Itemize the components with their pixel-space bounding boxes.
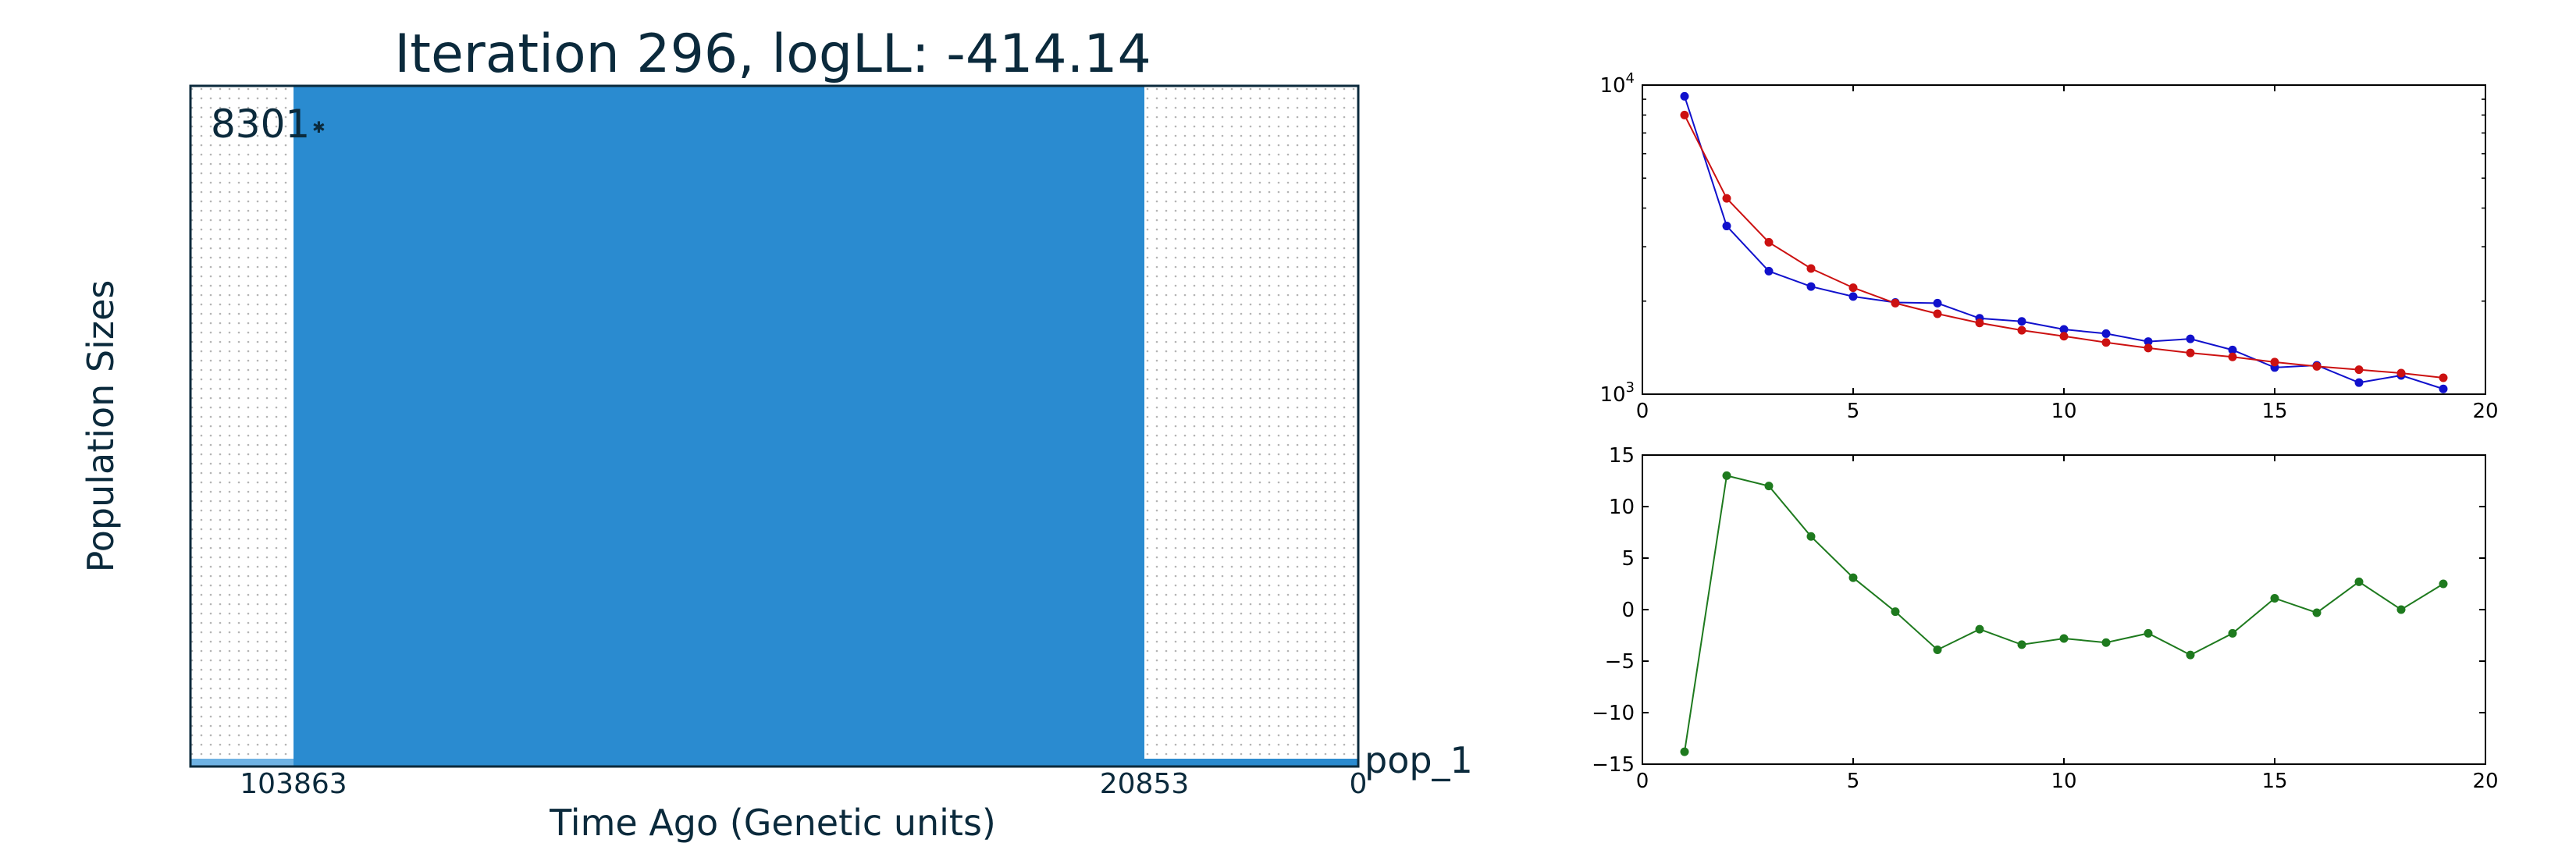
data-point bbox=[1975, 624, 1984, 634]
time-tick-label: 0 bbox=[1350, 768, 1368, 800]
data-point bbox=[2186, 334, 2195, 343]
data-point bbox=[1848, 283, 1858, 293]
data-point bbox=[2270, 593, 2279, 603]
data-point bbox=[1722, 471, 1731, 480]
data-point bbox=[2144, 337, 2153, 347]
data-point bbox=[2101, 638, 2111, 647]
y-tick-label: −5 bbox=[1605, 650, 1635, 674]
data-point bbox=[2312, 608, 2322, 617]
population-panel: Iteration 296, logLL: -414.14 8301 ✱ Pop… bbox=[80, 23, 1473, 843]
data-point bbox=[2059, 325, 2069, 334]
data-point bbox=[1975, 318, 1984, 328]
data-point bbox=[1891, 607, 1900, 617]
time-tick-label: 103863 bbox=[240, 768, 347, 800]
data-point bbox=[2396, 605, 2406, 614]
bottom-strip-left bbox=[190, 759, 294, 767]
y-axis-label: Population Sizes bbox=[80, 280, 122, 573]
y-tick-label: 5 bbox=[1621, 547, 1635, 571]
data-point bbox=[2439, 384, 2448, 393]
y-tick-label: 10 bbox=[1609, 496, 1635, 519]
x-tick-label: 0 bbox=[1636, 770, 1649, 793]
pop-label: pop_1 bbox=[1364, 739, 1473, 781]
bottom-strip-right bbox=[1144, 759, 1358, 767]
data-point bbox=[2439, 579, 2448, 589]
chart-frame bbox=[1642, 454, 2486, 765]
data-point bbox=[2439, 373, 2448, 382]
data-point bbox=[2101, 338, 2111, 347]
data-point bbox=[2228, 345, 2237, 354]
difference-chart: 0 5 10 15 20 −15 −10 −5 0 5 10 15 bbox=[1592, 444, 2498, 793]
x-tick-label: 20 bbox=[2472, 770, 2498, 793]
data-point bbox=[2186, 650, 2195, 660]
data-point bbox=[1680, 91, 1689, 101]
y-tick-label: 104 bbox=[1599, 70, 1635, 98]
data-point bbox=[1722, 222, 1731, 231]
data-point bbox=[2186, 348, 2195, 357]
log-size-chart: 0 5 10 15 20 103 104 bbox=[1599, 70, 2498, 423]
data-point bbox=[2228, 628, 2237, 638]
y-tick-label: 0 bbox=[1621, 599, 1635, 622]
x-tick-label: 20 bbox=[2472, 400, 2498, 423]
data-point bbox=[1764, 237, 1774, 247]
y-tick-label: 103 bbox=[1599, 379, 1635, 407]
data-point bbox=[2059, 332, 2069, 341]
population-block bbox=[294, 86, 1144, 767]
data-point bbox=[1848, 292, 1858, 301]
x-tick-label: 15 bbox=[2261, 400, 2287, 423]
data-point bbox=[1764, 482, 1774, 491]
x-tick-label: 5 bbox=[1847, 770, 1860, 793]
x-tick-label: 0 bbox=[1636, 400, 1649, 423]
data-point bbox=[1848, 573, 1858, 582]
data-point bbox=[2101, 329, 2111, 338]
data-point bbox=[2270, 357, 2279, 367]
data-point bbox=[2144, 628, 2153, 638]
data-point bbox=[1933, 298, 1942, 308]
y-tick-label: −15 bbox=[1592, 753, 1635, 777]
data-point bbox=[2396, 368, 2406, 378]
population-size-label: 8301 bbox=[211, 101, 310, 147]
x-tick-label: 10 bbox=[2051, 770, 2076, 793]
y-tick-label: −10 bbox=[1592, 702, 1635, 725]
data-point bbox=[2228, 352, 2237, 361]
panel-frame bbox=[189, 84, 1360, 768]
series-line bbox=[1684, 475, 2444, 752]
data-point bbox=[1806, 532, 1816, 541]
data-point bbox=[1680, 110, 1689, 119]
data-point bbox=[2354, 378, 2364, 387]
data-point bbox=[2354, 365, 2364, 375]
data-point bbox=[2144, 343, 2153, 353]
population-size-marker: ✱ bbox=[312, 118, 326, 137]
data-point bbox=[2312, 361, 2322, 371]
x-tick-label: 15 bbox=[2261, 770, 2287, 793]
series-line bbox=[1684, 96, 2444, 390]
data-point bbox=[1933, 645, 1942, 654]
panel-title: Iteration 296, logLL: -414.14 bbox=[394, 23, 1151, 85]
data-point bbox=[2017, 640, 2026, 649]
data-point bbox=[1891, 298, 1900, 308]
x-tick-label: 5 bbox=[1847, 400, 1860, 423]
data-point bbox=[2017, 317, 2026, 326]
data-point bbox=[2059, 634, 2069, 643]
y-tick-label: 15 bbox=[1609, 444, 1635, 468]
x-axis-label: Time Ago (Genetic units) bbox=[549, 802, 996, 843]
data-point bbox=[1933, 309, 1942, 318]
data-point bbox=[1806, 282, 1816, 291]
data-point bbox=[2017, 325, 2026, 335]
data-point bbox=[1764, 266, 1774, 276]
data-point bbox=[1722, 194, 1731, 203]
data-point bbox=[2354, 577, 2364, 586]
data-point bbox=[1680, 747, 1689, 756]
data-point bbox=[1806, 264, 1816, 273]
x-tick-label: 10 bbox=[2051, 400, 2076, 423]
time-tick-label: 20853 bbox=[1100, 768, 1190, 800]
